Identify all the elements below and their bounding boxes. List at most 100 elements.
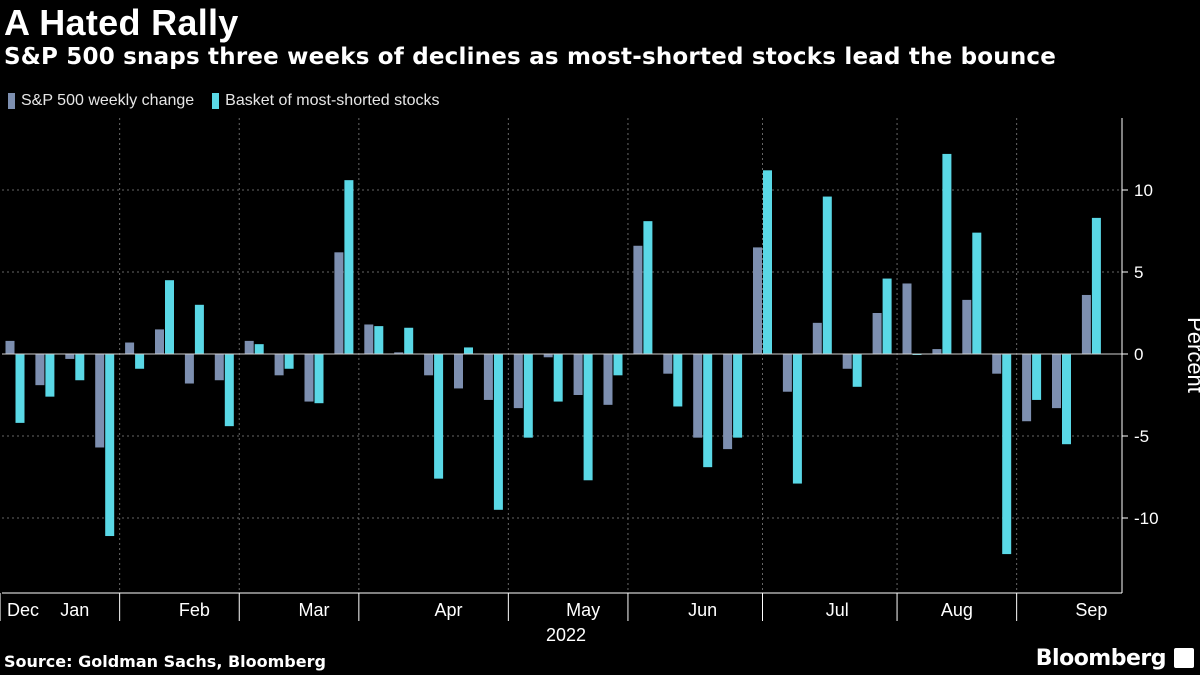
- sp500-bar: [663, 354, 673, 374]
- sp500-bar: [155, 329, 164, 354]
- x-month-label: Mar: [299, 600, 330, 620]
- sp500-bar: [902, 283, 912, 354]
- x-month-label: Jan: [60, 600, 89, 620]
- sp500-bar: [513, 354, 523, 409]
- sp500-bar: [454, 354, 463, 389]
- basket-bar: [882, 278, 892, 354]
- y-tick-label: 10: [1134, 181, 1153, 200]
- sp500-bar: [543, 354, 553, 358]
- basket-bar: [1032, 354, 1042, 400]
- sp500-bar: [633, 245, 643, 354]
- basket-bar: [493, 354, 503, 510]
- sp500-bar: [603, 354, 613, 405]
- x-month-label: Jul: [826, 600, 849, 620]
- sp500-bar: [1081, 294, 1091, 354]
- legend-label-basket: Basket of most-shorted stocks: [225, 92, 440, 109]
- sp500-bar: [125, 342, 135, 354]
- brand-wordmark: Bloomberg: [1035, 646, 1167, 671]
- axis-layer: -10 -5 0 5 10 Dec Jan Feb Mar Apr May Jun Jul Aug Sep: [0, 118, 1159, 621]
- y-tick-label: 0: [1134, 345, 1143, 364]
- legend-item-sp500: S&P 500 weekly change: [8, 92, 194, 110]
- y-axis-label: Percent: [1183, 317, 1200, 393]
- y-tick-label: -10: [1134, 509, 1159, 528]
- sp500-bar: [95, 354, 105, 448]
- basket-bar: [583, 354, 593, 481]
- sp500-bar: [274, 354, 284, 376]
- basket-bar: [165, 280, 174, 354]
- x-month-label: Dec: [7, 600, 39, 620]
- basket-bar: [972, 232, 982, 354]
- legend: S&P 500 weekly change Basket of most-sho…: [8, 92, 457, 110]
- x-month-label: Apr: [435, 600, 463, 620]
- basket-bar: [194, 304, 204, 354]
- sp500-bar: [872, 313, 882, 354]
- basket-bar: [344, 180, 354, 354]
- chart-title: A Hated Rally: [4, 2, 239, 43]
- chart-subtitle: S&P 500 snaps three weeks of declines as…: [4, 44, 1057, 70]
- x-month-label: Sep: [1075, 600, 1107, 620]
- basket-bar: [763, 170, 772, 354]
- sp500-bar: [962, 299, 972, 354]
- x-month-label: Jun: [688, 600, 717, 620]
- sp500-bar: [1022, 354, 1032, 422]
- sp500-bar: [364, 324, 374, 354]
- basket-bar: [314, 354, 324, 404]
- sp500-bar: [842, 354, 852, 369]
- x-month-label: May: [566, 600, 600, 620]
- x-axis-year-label: 2022: [546, 625, 586, 645]
- y-tick-label: -5: [1134, 427, 1149, 446]
- basket-bar: [733, 354, 743, 438]
- basket-bar: [822, 196, 832, 354]
- x-month-label: Aug: [941, 600, 973, 620]
- basket-bar: [613, 354, 623, 376]
- basket-bar: [852, 354, 862, 387]
- basket-bar: [404, 327, 414, 354]
- sp500-bar: [424, 354, 434, 376]
- basket-bar: [105, 354, 115, 537]
- sp500-bar: [394, 352, 404, 354]
- sp500-bar: [214, 354, 224, 381]
- bars-layer: [5, 153, 1101, 555]
- basket-bar: [374, 326, 384, 354]
- basket-bar: [254, 344, 264, 354]
- grid-layer: [2, 118, 1122, 593]
- legend-label-sp500: S&P 500 weekly change: [21, 92, 195, 109]
- basket-bar: [1002, 354, 1012, 555]
- legend-swatch-basket: [212, 93, 220, 109]
- legend-swatch-sp500: [8, 93, 15, 109]
- basket-bar: [1062, 354, 1071, 445]
- basket-bar: [523, 354, 533, 438]
- sp500-bar: [992, 354, 1002, 374]
- sp500-bar: [483, 354, 493, 400]
- x-month-label: Feb: [179, 600, 210, 620]
- sp500-bar: [932, 349, 942, 354]
- basket-bar: [15, 354, 25, 423]
- basket-bar: [643, 221, 653, 354]
- sp500-bar: [184, 354, 194, 384]
- sp500-bar: [35, 354, 45, 386]
- basket-bar: [464, 347, 473, 354]
- bloomberg-logo-icon: [1174, 648, 1194, 668]
- sp500-bar: [753, 247, 762, 354]
- sp500-bar: [334, 252, 344, 354]
- sp500-bar: [1052, 354, 1061, 409]
- basket-bar: [284, 354, 294, 369]
- basket-bar: [553, 354, 563, 402]
- basket-bar: [75, 354, 85, 381]
- sp500-bar: [723, 354, 733, 450]
- basket-bar: [942, 153, 952, 354]
- basket-bar: [673, 354, 683, 407]
- basket-bar: [224, 354, 234, 427]
- sp500-bar: [65, 354, 75, 359]
- sp500-bar: [782, 354, 792, 392]
- source-note: Source: Goldman Sachs, Bloomberg: [4, 652, 326, 671]
- y-tick-label: 5: [1134, 263, 1143, 282]
- basket-bar: [135, 354, 145, 369]
- sp500-bar: [812, 322, 822, 354]
- basket-bar: [792, 354, 802, 484]
- legend-item-basket: Basket of most-shorted stocks: [212, 92, 439, 110]
- sp500-bar: [693, 354, 703, 438]
- basket-bar: [1091, 217, 1101, 354]
- sp500-bar: [244, 340, 254, 354]
